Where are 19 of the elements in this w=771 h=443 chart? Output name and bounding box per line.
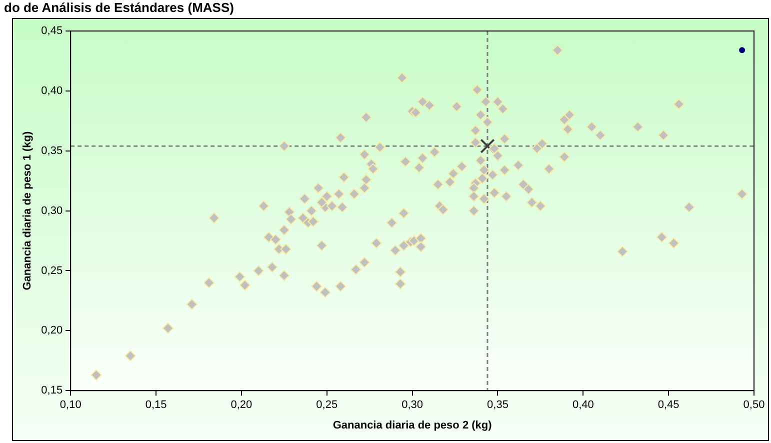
y-tick-label: 0,40 bbox=[41, 84, 63, 97]
x-tick-label: 0,20 bbox=[230, 399, 252, 412]
x-tick-label: 0,35 bbox=[487, 399, 508, 412]
y-tick-label: 0,15 bbox=[41, 384, 63, 397]
y-tick-label: 0,25 bbox=[41, 264, 63, 277]
y-tick-label: 0,35 bbox=[41, 144, 63, 157]
x-tick-label: 0,15 bbox=[145, 399, 167, 412]
x-tick-label: 0,50 bbox=[743, 399, 765, 412]
chart-title: do de Análisis de Estándares (MASS) bbox=[4, 0, 234, 16]
x-tick-label: 0,30 bbox=[402, 399, 424, 412]
x-tick-label: 0,10 bbox=[60, 399, 82, 412]
y-axis-title: Ganancia diaria de peso 1 (kg) bbox=[22, 131, 34, 290]
x-tick-label: 0,25 bbox=[316, 399, 338, 412]
x-axis-title: Ganancia diaria de peso 2 (kg) bbox=[332, 419, 492, 432]
y-tick-label: 0,45 bbox=[41, 25, 63, 38]
y-tick-label: 0,30 bbox=[41, 204, 63, 217]
x-tick-label: 0,40 bbox=[572, 399, 594, 412]
x-tick-label: 0,45 bbox=[658, 399, 680, 412]
y-tick-label: 0,20 bbox=[41, 324, 63, 337]
